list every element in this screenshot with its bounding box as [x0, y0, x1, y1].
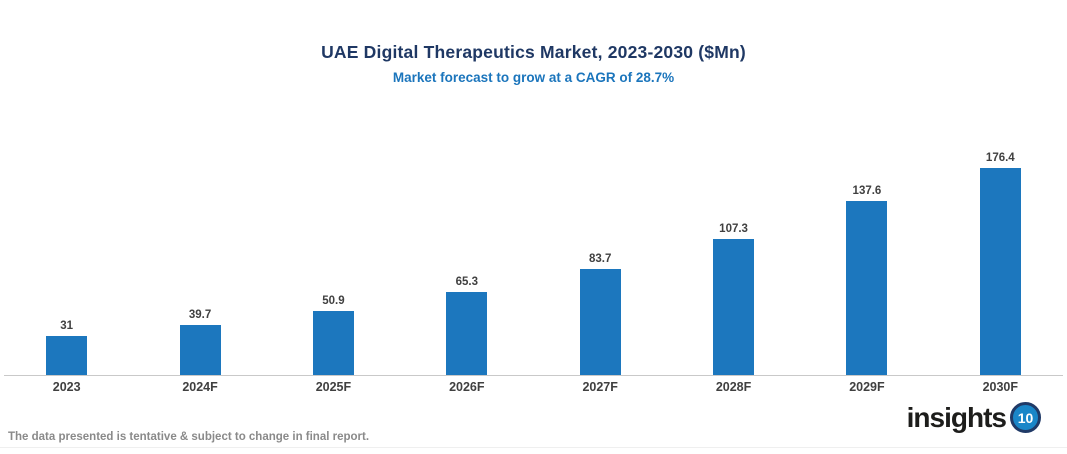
bar-value-label: 107.3	[719, 223, 748, 236]
bar-slot: 31	[0, 152, 133, 375]
x-axis-label: 2024F	[182, 380, 218, 394]
x-axis-line	[4, 375, 1063, 376]
bar	[846, 201, 888, 375]
bar	[713, 239, 755, 375]
bar-value-label: 137.6	[852, 185, 882, 197]
bar-value-label: 31	[60, 319, 74, 332]
x-axis-labels: 2023 2024F 2025F 2026F 2027F 2028F 2029F 2030F	[0, 380, 1067, 394]
bar-slot: 83.7	[534, 152, 667, 375]
logo-badge: 10	[1010, 402, 1041, 433]
bar-value-label: 65.3	[455, 276, 478, 289]
page-title: UAE Digital Therapeutics Market, 2023-20…	[321, 42, 746, 62]
page-subtitle: Market forecast to grow at a CAGR of 28.…	[392, 70, 675, 85]
x-axis-label: 2027F	[582, 380, 618, 394]
bar	[46, 335, 88, 375]
bar-value-label: 176.4	[985, 152, 1015, 164]
x-axis-label: 2030F	[982, 380, 1019, 394]
bar-slot: 176.4	[934, 152, 1067, 375]
bar-value-label: 39.7	[188, 308, 212, 321]
bar	[979, 168, 1021, 375]
bar	[312, 310, 354, 375]
footer-disclaimer: The data presented is tentative & subjec…	[8, 431, 370, 443]
bar-slot: 50.9	[267, 152, 400, 375]
bar-slot: 65.3	[400, 152, 533, 375]
bar-slot: 107.3	[667, 152, 800, 375]
insights10-logo: insights 10	[907, 402, 1041, 433]
chart-header: UAE Digital Therapeutics Market, 2023-20…	[0, 42, 1067, 85]
bar-value-label: 50.9	[322, 294, 345, 307]
x-axis-label: 2023	[52, 380, 81, 394]
bar	[579, 269, 621, 375]
bar-slot: 39.7	[133, 152, 266, 375]
x-axis-label: 2029F	[849, 380, 885, 394]
x-axis-label: 2028F	[715, 380, 752, 394]
bars-row: 31 39.7 50.9 65.3 83.7 107.3 137.6 176.4	[0, 152, 1067, 375]
bar	[446, 292, 488, 375]
bar	[179, 324, 221, 375]
x-axis-label: 2026F	[449, 380, 485, 394]
logo-text: insights	[906, 401, 1007, 433]
footer-divider	[0, 447, 1067, 448]
bar-value-label: 83.7	[588, 253, 612, 266]
bar-slot: 137.6	[800, 152, 933, 375]
x-axis-label: 2025F	[315, 380, 352, 394]
